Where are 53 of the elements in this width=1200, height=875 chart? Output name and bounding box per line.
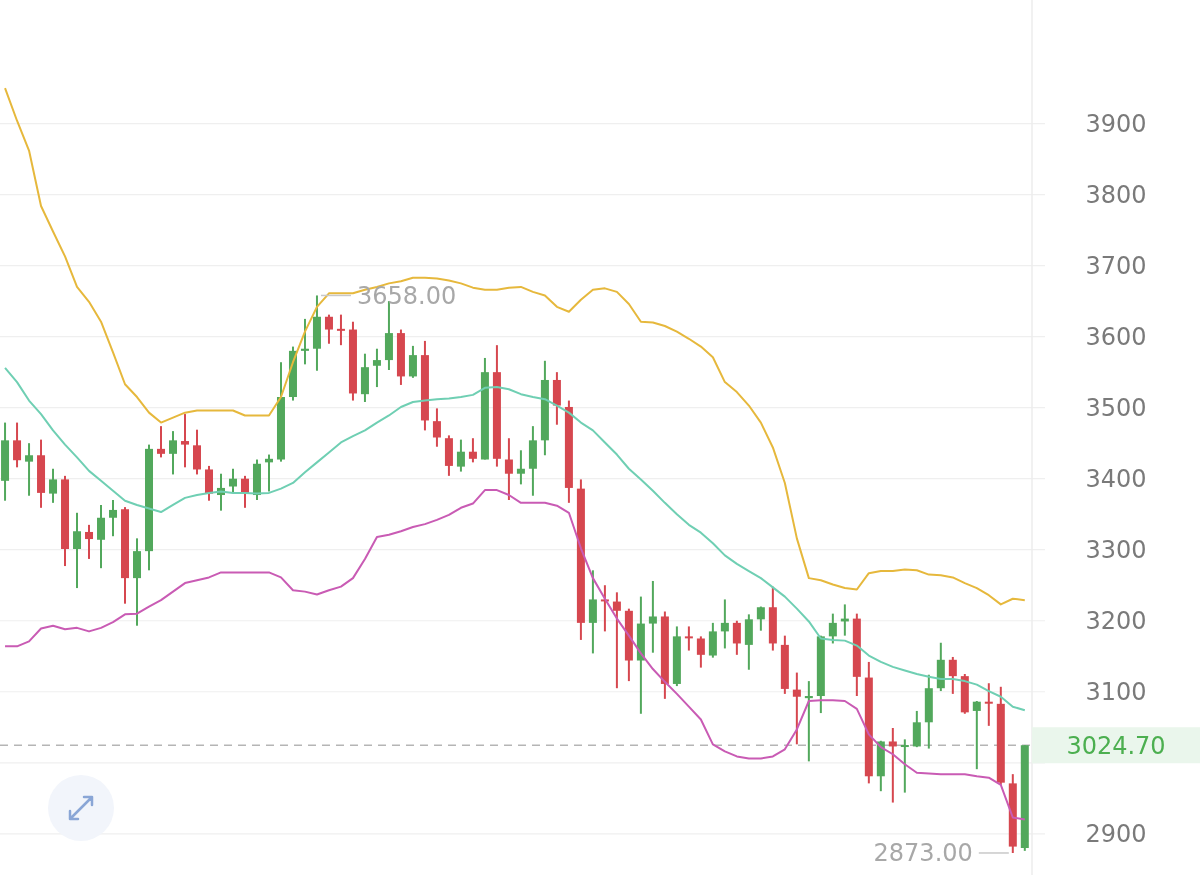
candlestick bbox=[588, 569, 597, 655]
candlestick bbox=[984, 682, 993, 727]
candlestick bbox=[504, 437, 513, 501]
candlestick bbox=[157, 425, 165, 459]
candlestick bbox=[756, 605, 765, 632]
candlestick bbox=[97, 503, 106, 570]
line-series bbox=[4, 366, 1026, 712]
candlestick bbox=[516, 449, 525, 486]
y-tick-label: 3300 bbox=[1085, 536, 1147, 565]
candlestick bbox=[732, 619, 741, 656]
candlestick bbox=[324, 313, 333, 345]
candlestick bbox=[804, 680, 813, 763]
candlestick bbox=[109, 499, 118, 538]
candlestick bbox=[85, 523, 94, 560]
y-tick-label: 2900 bbox=[1085, 820, 1147, 849]
candlestick bbox=[612, 591, 621, 690]
y-tick-label: 3100 bbox=[1085, 678, 1147, 707]
candlestick bbox=[13, 421, 22, 469]
y-tick-label: 3600 bbox=[1085, 323, 1147, 352]
candlestick bbox=[720, 598, 729, 650]
line-series bbox=[4, 87, 1026, 606]
annotation: 2873.00 bbox=[873, 839, 973, 868]
y-tick-label: 3500 bbox=[1085, 394, 1147, 423]
candlestick bbox=[948, 655, 957, 695]
candlestick bbox=[228, 467, 237, 494]
candlestick bbox=[900, 738, 909, 794]
candlestick bbox=[456, 438, 465, 473]
candlestick bbox=[468, 437, 477, 464]
y-tick-label: 3700 bbox=[1085, 252, 1147, 281]
candlestick bbox=[169, 430, 177, 476]
candlestick bbox=[336, 313, 345, 347]
candlestick bbox=[972, 699, 981, 771]
candlestick bbox=[792, 671, 801, 746]
candlestick bbox=[73, 511, 82, 590]
candlestick bbox=[372, 347, 381, 389]
candlestick bbox=[408, 344, 417, 379]
candlestick bbox=[828, 612, 837, 645]
candlestick bbox=[25, 442, 34, 497]
y-tick-label: 3200 bbox=[1085, 607, 1147, 636]
line-series bbox=[4, 489, 1026, 821]
candlestick bbox=[684, 625, 693, 652]
candlestick bbox=[300, 317, 309, 366]
candlestick bbox=[432, 407, 441, 448]
candlestick bbox=[648, 579, 657, 654]
candlestick bbox=[888, 726, 897, 804]
y-tick-label: 3900 bbox=[1085, 109, 1147, 138]
y-tick-label: 3800 bbox=[1085, 181, 1147, 209]
y-tick-label: 3400 bbox=[1085, 465, 1147, 494]
ref-line-label: 3024.70 bbox=[1066, 731, 1166, 760]
annotation: 3658.00 bbox=[356, 281, 457, 310]
candlestick bbox=[181, 413, 189, 469]
candlestick bbox=[696, 635, 705, 669]
candlestick bbox=[49, 467, 58, 504]
